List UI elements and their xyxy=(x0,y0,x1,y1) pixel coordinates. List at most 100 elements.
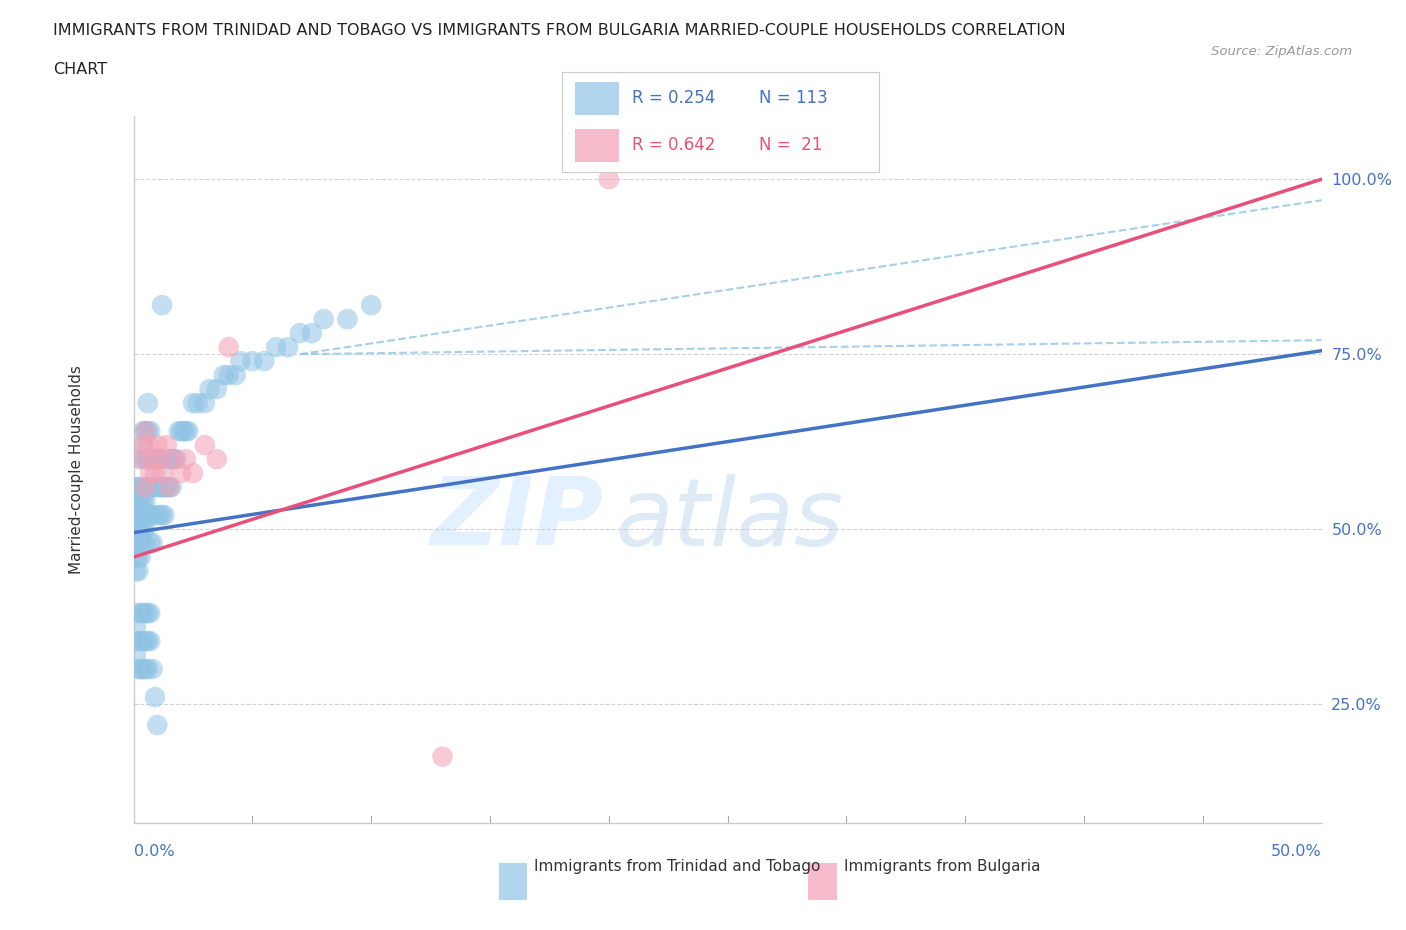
Point xyxy=(134,452,156,467)
Point xyxy=(125,619,148,634)
Point xyxy=(150,508,173,523)
Point xyxy=(156,480,179,495)
Point xyxy=(132,494,155,509)
Point xyxy=(129,550,152,565)
Point xyxy=(127,605,149,620)
Point xyxy=(134,661,156,676)
Point xyxy=(132,508,155,523)
Point xyxy=(312,312,335,326)
Point xyxy=(181,396,204,411)
Point xyxy=(288,326,311,340)
Point xyxy=(125,494,148,509)
Bar xyxy=(808,863,837,900)
Point xyxy=(132,536,155,551)
Point xyxy=(143,690,166,705)
Point xyxy=(146,480,169,495)
Point xyxy=(142,536,165,551)
Point xyxy=(127,508,149,523)
Point xyxy=(153,508,176,523)
Point xyxy=(205,452,228,467)
Text: IMMIGRANTS FROM TRINIDAD AND TOBAGO VS IMMIGRANTS FROM BULGARIA MARRIED-COUPLE H: IMMIGRANTS FROM TRINIDAD AND TOBAGO VS I… xyxy=(53,23,1066,38)
Point xyxy=(198,381,221,396)
Point xyxy=(212,367,235,382)
Point xyxy=(181,466,204,481)
Point xyxy=(136,424,159,439)
Point xyxy=(132,424,155,439)
Point xyxy=(156,438,179,453)
Point xyxy=(125,536,148,551)
Bar xyxy=(499,863,527,900)
Point xyxy=(142,480,165,495)
Text: Immigrants from Trinidad and Tobago: Immigrants from Trinidad and Tobago xyxy=(534,859,821,874)
Point xyxy=(142,452,165,467)
Point xyxy=(160,452,183,467)
Point xyxy=(129,508,152,523)
Point xyxy=(129,522,152,537)
Point xyxy=(129,452,152,467)
Point xyxy=(132,605,155,620)
Point xyxy=(127,480,149,495)
Point xyxy=(136,480,159,495)
Point xyxy=(163,452,186,467)
Text: R = 0.642: R = 0.642 xyxy=(633,137,716,154)
Text: N = 113: N = 113 xyxy=(759,89,827,107)
Point xyxy=(139,633,162,648)
Text: Immigrants from Bulgaria: Immigrants from Bulgaria xyxy=(844,859,1040,874)
Point xyxy=(139,508,162,523)
Point xyxy=(170,424,193,439)
Point xyxy=(170,466,193,481)
Point xyxy=(142,661,165,676)
Point xyxy=(163,452,186,467)
Point xyxy=(432,750,454,764)
Point xyxy=(136,661,159,676)
Point xyxy=(127,536,149,551)
Point xyxy=(132,438,155,453)
Point xyxy=(136,633,159,648)
Point xyxy=(136,605,159,620)
Point xyxy=(139,605,162,620)
Point xyxy=(218,367,240,382)
Point xyxy=(134,494,156,509)
Point xyxy=(157,480,180,495)
Point xyxy=(125,522,148,537)
Point xyxy=(125,508,148,523)
Point xyxy=(146,452,169,467)
Point xyxy=(153,480,176,495)
Point xyxy=(134,424,156,439)
Point xyxy=(139,466,162,481)
Point xyxy=(194,438,217,453)
Point xyxy=(134,633,156,648)
Point xyxy=(132,522,155,537)
Point xyxy=(143,452,166,467)
Point xyxy=(229,353,252,368)
Point xyxy=(142,508,165,523)
Point xyxy=(129,536,152,551)
Point xyxy=(129,633,152,648)
Point xyxy=(134,424,156,439)
Bar xyxy=(575,82,619,114)
Point xyxy=(129,480,152,495)
Point xyxy=(136,452,159,467)
Point xyxy=(157,480,180,495)
Point xyxy=(174,452,197,467)
Point xyxy=(129,605,152,620)
Text: 0.0%: 0.0% xyxy=(134,844,174,859)
Point xyxy=(127,494,149,509)
Text: atlas: atlas xyxy=(614,473,844,565)
Point xyxy=(225,367,247,382)
Point xyxy=(134,480,156,495)
Point xyxy=(125,550,148,565)
Point xyxy=(134,480,156,495)
Point xyxy=(160,480,183,495)
Point xyxy=(129,494,152,509)
Point xyxy=(125,480,148,495)
Point xyxy=(127,661,149,676)
Point xyxy=(127,550,149,565)
Point xyxy=(139,452,162,467)
Point xyxy=(149,480,172,495)
Text: 50.0%: 50.0% xyxy=(1271,844,1322,859)
Point xyxy=(336,312,359,326)
Point xyxy=(157,452,180,467)
Point xyxy=(177,424,200,439)
Point xyxy=(165,452,187,467)
